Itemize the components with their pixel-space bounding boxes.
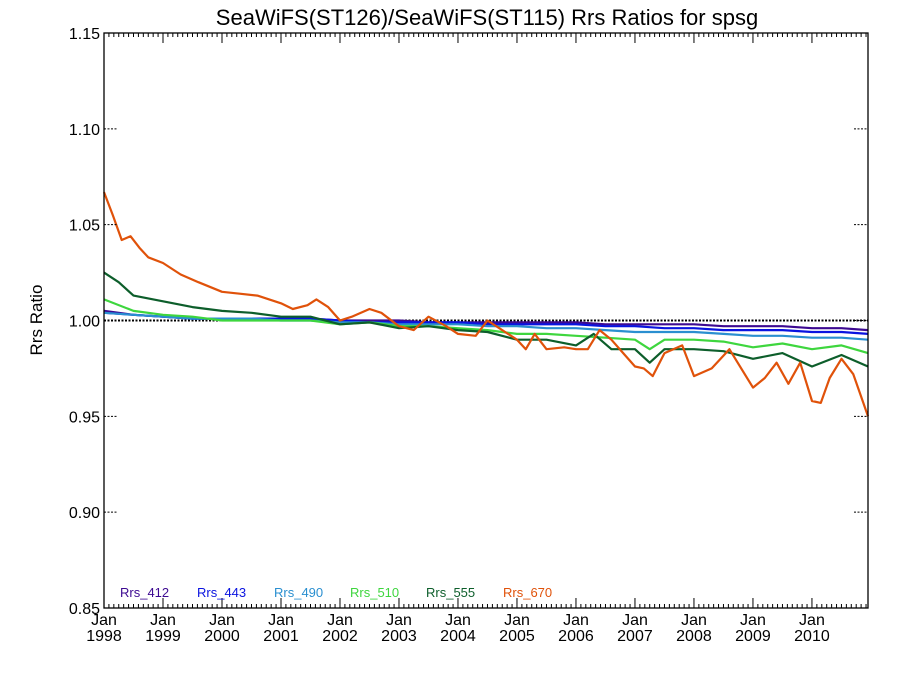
x-tick-year: 2010 (794, 628, 830, 645)
x-tick-year: 1998 (86, 628, 122, 645)
legend-entry: Rrs_555 (426, 585, 475, 600)
x-tick-year: 2009 (735, 628, 771, 645)
series-group (102, 191, 870, 417)
y-tick-label: 1.15 (69, 26, 100, 43)
x-tick-month: Jan (268, 612, 294, 629)
series-line-rrs-510 (103, 298, 869, 355)
series-line-rrs-555 (103, 271, 869, 368)
y-tick-label: 0.85 (69, 601, 100, 618)
x-tick-year: 2000 (204, 628, 240, 645)
x-tick-month: Jan (740, 612, 766, 629)
y-tick-label: 1.10 (69, 122, 100, 139)
x-tick-month: Jan (622, 612, 648, 629)
x-tick-year: 2002 (322, 628, 358, 645)
y-tick-label: 0.95 (69, 409, 100, 426)
legend-entry: Rrs_510 (350, 585, 399, 600)
x-tick-month: Jan (799, 612, 825, 629)
x-tick-month: Jan (209, 612, 235, 629)
y-tick-label: 1.00 (69, 314, 100, 331)
x-tick-month: Jan (91, 612, 117, 629)
x-tick-year: 2004 (440, 628, 476, 645)
x-tick-year: 2005 (499, 628, 535, 645)
series-line-rrs-670 (102, 191, 870, 417)
y-axis-label: Rrs Ratio (27, 285, 46, 356)
legend-entry: Rrs_490 (274, 585, 323, 600)
y-axis: 0.85 0.90 0.95 1.00 1.05 1.10 1.15 (69, 26, 868, 618)
x-tick-year: 2006 (558, 628, 594, 645)
x-tick-month: Jan (445, 612, 471, 629)
chart-title: SeaWiFS(ST126)/SeaWiFS(ST115) Rrs Ratios… (216, 5, 758, 30)
x-tick-month: Jan (150, 612, 176, 629)
x-tick-month: Jan (563, 612, 589, 629)
x-axis: Jan1998Jan1999Jan2000Jan2001Jan2002Jan20… (86, 33, 867, 645)
y-tick-label: 1.05 (69, 218, 100, 235)
legend: Rrs_412 Rrs_443 Rrs_490 Rrs_510 Rrs_555 Rrs_6… (120, 585, 552, 600)
legend-entry: Rrs_412 (120, 585, 169, 600)
x-tick-year: 2001 (263, 628, 299, 645)
plot-area: 0.850.900.951.001.051.101.15 Jan1998Jan1… (69, 26, 870, 645)
x-tick-month: Jan (327, 612, 353, 629)
x-tick-month: Jan (386, 612, 412, 629)
series-line-rrs-490 (103, 311, 869, 341)
x-tick-year: 2007 (617, 628, 653, 645)
x-tick-year: 2008 (676, 628, 712, 645)
x-tick-year: 2003 (381, 628, 417, 645)
legend-entry: Rrs_670 (503, 585, 552, 600)
x-tick-month: Jan (504, 612, 530, 629)
x-tick-month: Jan (681, 612, 707, 629)
legend-entry: Rrs_443 (197, 585, 246, 600)
y-tick-label: 0.90 (69, 505, 100, 522)
x-tick-year: 1999 (145, 628, 181, 645)
